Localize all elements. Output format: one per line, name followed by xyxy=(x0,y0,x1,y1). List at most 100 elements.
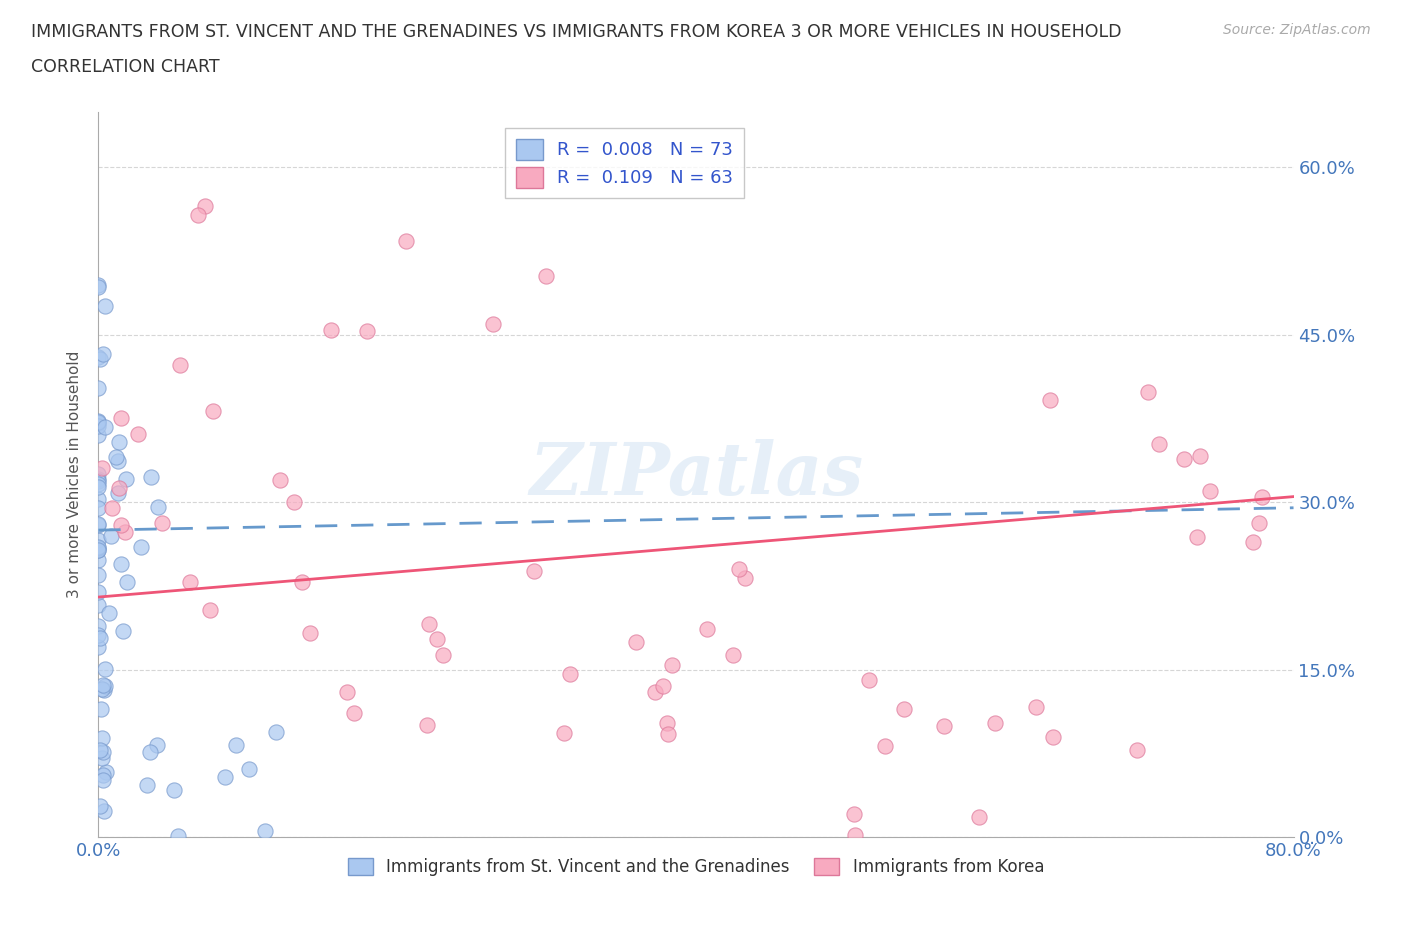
Point xyxy=(139,745,162,760)
Point xyxy=(93,679,115,694)
Point xyxy=(87,628,110,643)
Point xyxy=(108,434,131,449)
Point xyxy=(90,701,112,716)
Point xyxy=(87,567,110,582)
Point xyxy=(87,618,110,633)
Point xyxy=(873,738,896,753)
Point xyxy=(87,501,110,516)
Point xyxy=(146,737,169,752)
Point xyxy=(87,279,110,294)
Point xyxy=(108,481,131,496)
Point xyxy=(167,829,190,844)
Point xyxy=(536,269,558,284)
Point xyxy=(193,198,215,213)
Point xyxy=(395,233,418,248)
Point xyxy=(87,418,110,433)
Point xyxy=(87,640,110,655)
Point xyxy=(91,730,114,745)
Point xyxy=(291,575,314,590)
Point xyxy=(129,539,152,554)
Point xyxy=(254,823,277,838)
Point xyxy=(93,804,115,818)
Point xyxy=(1251,489,1274,504)
Point xyxy=(97,605,120,620)
Point xyxy=(87,350,110,365)
Point xyxy=(87,553,110,568)
Point xyxy=(283,494,305,509)
Point xyxy=(1185,530,1208,545)
Point xyxy=(90,682,112,697)
Text: Source: ZipAtlas.com: Source: ZipAtlas.com xyxy=(1223,23,1371,37)
Point xyxy=(727,562,749,577)
Point xyxy=(343,706,366,721)
Point xyxy=(89,798,111,813)
Point xyxy=(163,783,186,798)
Point xyxy=(696,622,718,637)
Point xyxy=(200,603,222,618)
Point xyxy=(652,679,675,694)
Point xyxy=(107,453,129,468)
Point xyxy=(87,517,110,532)
Point xyxy=(150,516,173,531)
Point xyxy=(87,472,110,486)
Point xyxy=(721,647,744,662)
Point xyxy=(89,352,111,366)
Text: IMMIGRANTS FROM ST. VINCENT AND THE GRENADINES VS IMMIGRANTS FROM KOREA 3 OR MOR: IMMIGRANTS FROM ST. VINCENT AND THE GREN… xyxy=(31,23,1122,41)
Point xyxy=(238,762,260,777)
Point xyxy=(844,828,866,843)
Point xyxy=(101,501,124,516)
Point xyxy=(432,647,454,662)
Point xyxy=(1136,384,1159,399)
Point xyxy=(983,716,1005,731)
Point xyxy=(87,542,110,557)
Point xyxy=(111,624,134,639)
Point xyxy=(87,598,110,613)
Point xyxy=(87,414,110,429)
Point xyxy=(1173,452,1195,467)
Point xyxy=(110,411,132,426)
Point xyxy=(93,299,115,313)
Text: ZIPatlas: ZIPatlas xyxy=(529,439,863,510)
Point xyxy=(415,718,437,733)
Point xyxy=(110,556,132,571)
Point xyxy=(89,742,111,757)
Point xyxy=(657,726,679,741)
Y-axis label: 3 or more Vehicles in Household: 3 or more Vehicles in Household xyxy=(67,351,83,598)
Point xyxy=(201,404,224,418)
Point xyxy=(94,661,117,676)
Point xyxy=(187,207,209,222)
Point xyxy=(87,543,110,558)
Point xyxy=(1241,535,1264,550)
Point xyxy=(100,528,122,543)
Legend: Immigrants from St. Vincent and the Grenadines, Immigrants from Korea: Immigrants from St. Vincent and the Gren… xyxy=(342,852,1050,883)
Point xyxy=(1039,393,1062,408)
Point xyxy=(426,631,449,646)
Point xyxy=(91,745,114,760)
Point xyxy=(90,751,112,765)
Point xyxy=(87,466,110,481)
Point xyxy=(553,725,575,740)
Point xyxy=(94,419,117,434)
Point xyxy=(139,470,162,485)
Point xyxy=(87,416,110,431)
Point xyxy=(87,541,110,556)
Point xyxy=(87,532,110,547)
Point xyxy=(91,773,114,788)
Point xyxy=(87,491,110,506)
Point xyxy=(93,683,115,698)
Point xyxy=(734,571,756,586)
Point xyxy=(169,357,191,372)
Point xyxy=(842,806,865,821)
Point xyxy=(110,518,132,533)
Point xyxy=(87,517,110,532)
Point xyxy=(87,414,110,429)
Point xyxy=(624,634,647,649)
Point xyxy=(87,380,110,395)
Point xyxy=(89,631,111,645)
Text: CORRELATION CHART: CORRELATION CHART xyxy=(31,58,219,75)
Point xyxy=(932,718,955,733)
Point xyxy=(858,672,880,687)
Point xyxy=(87,585,110,600)
Point xyxy=(87,477,110,492)
Point xyxy=(1188,448,1211,463)
